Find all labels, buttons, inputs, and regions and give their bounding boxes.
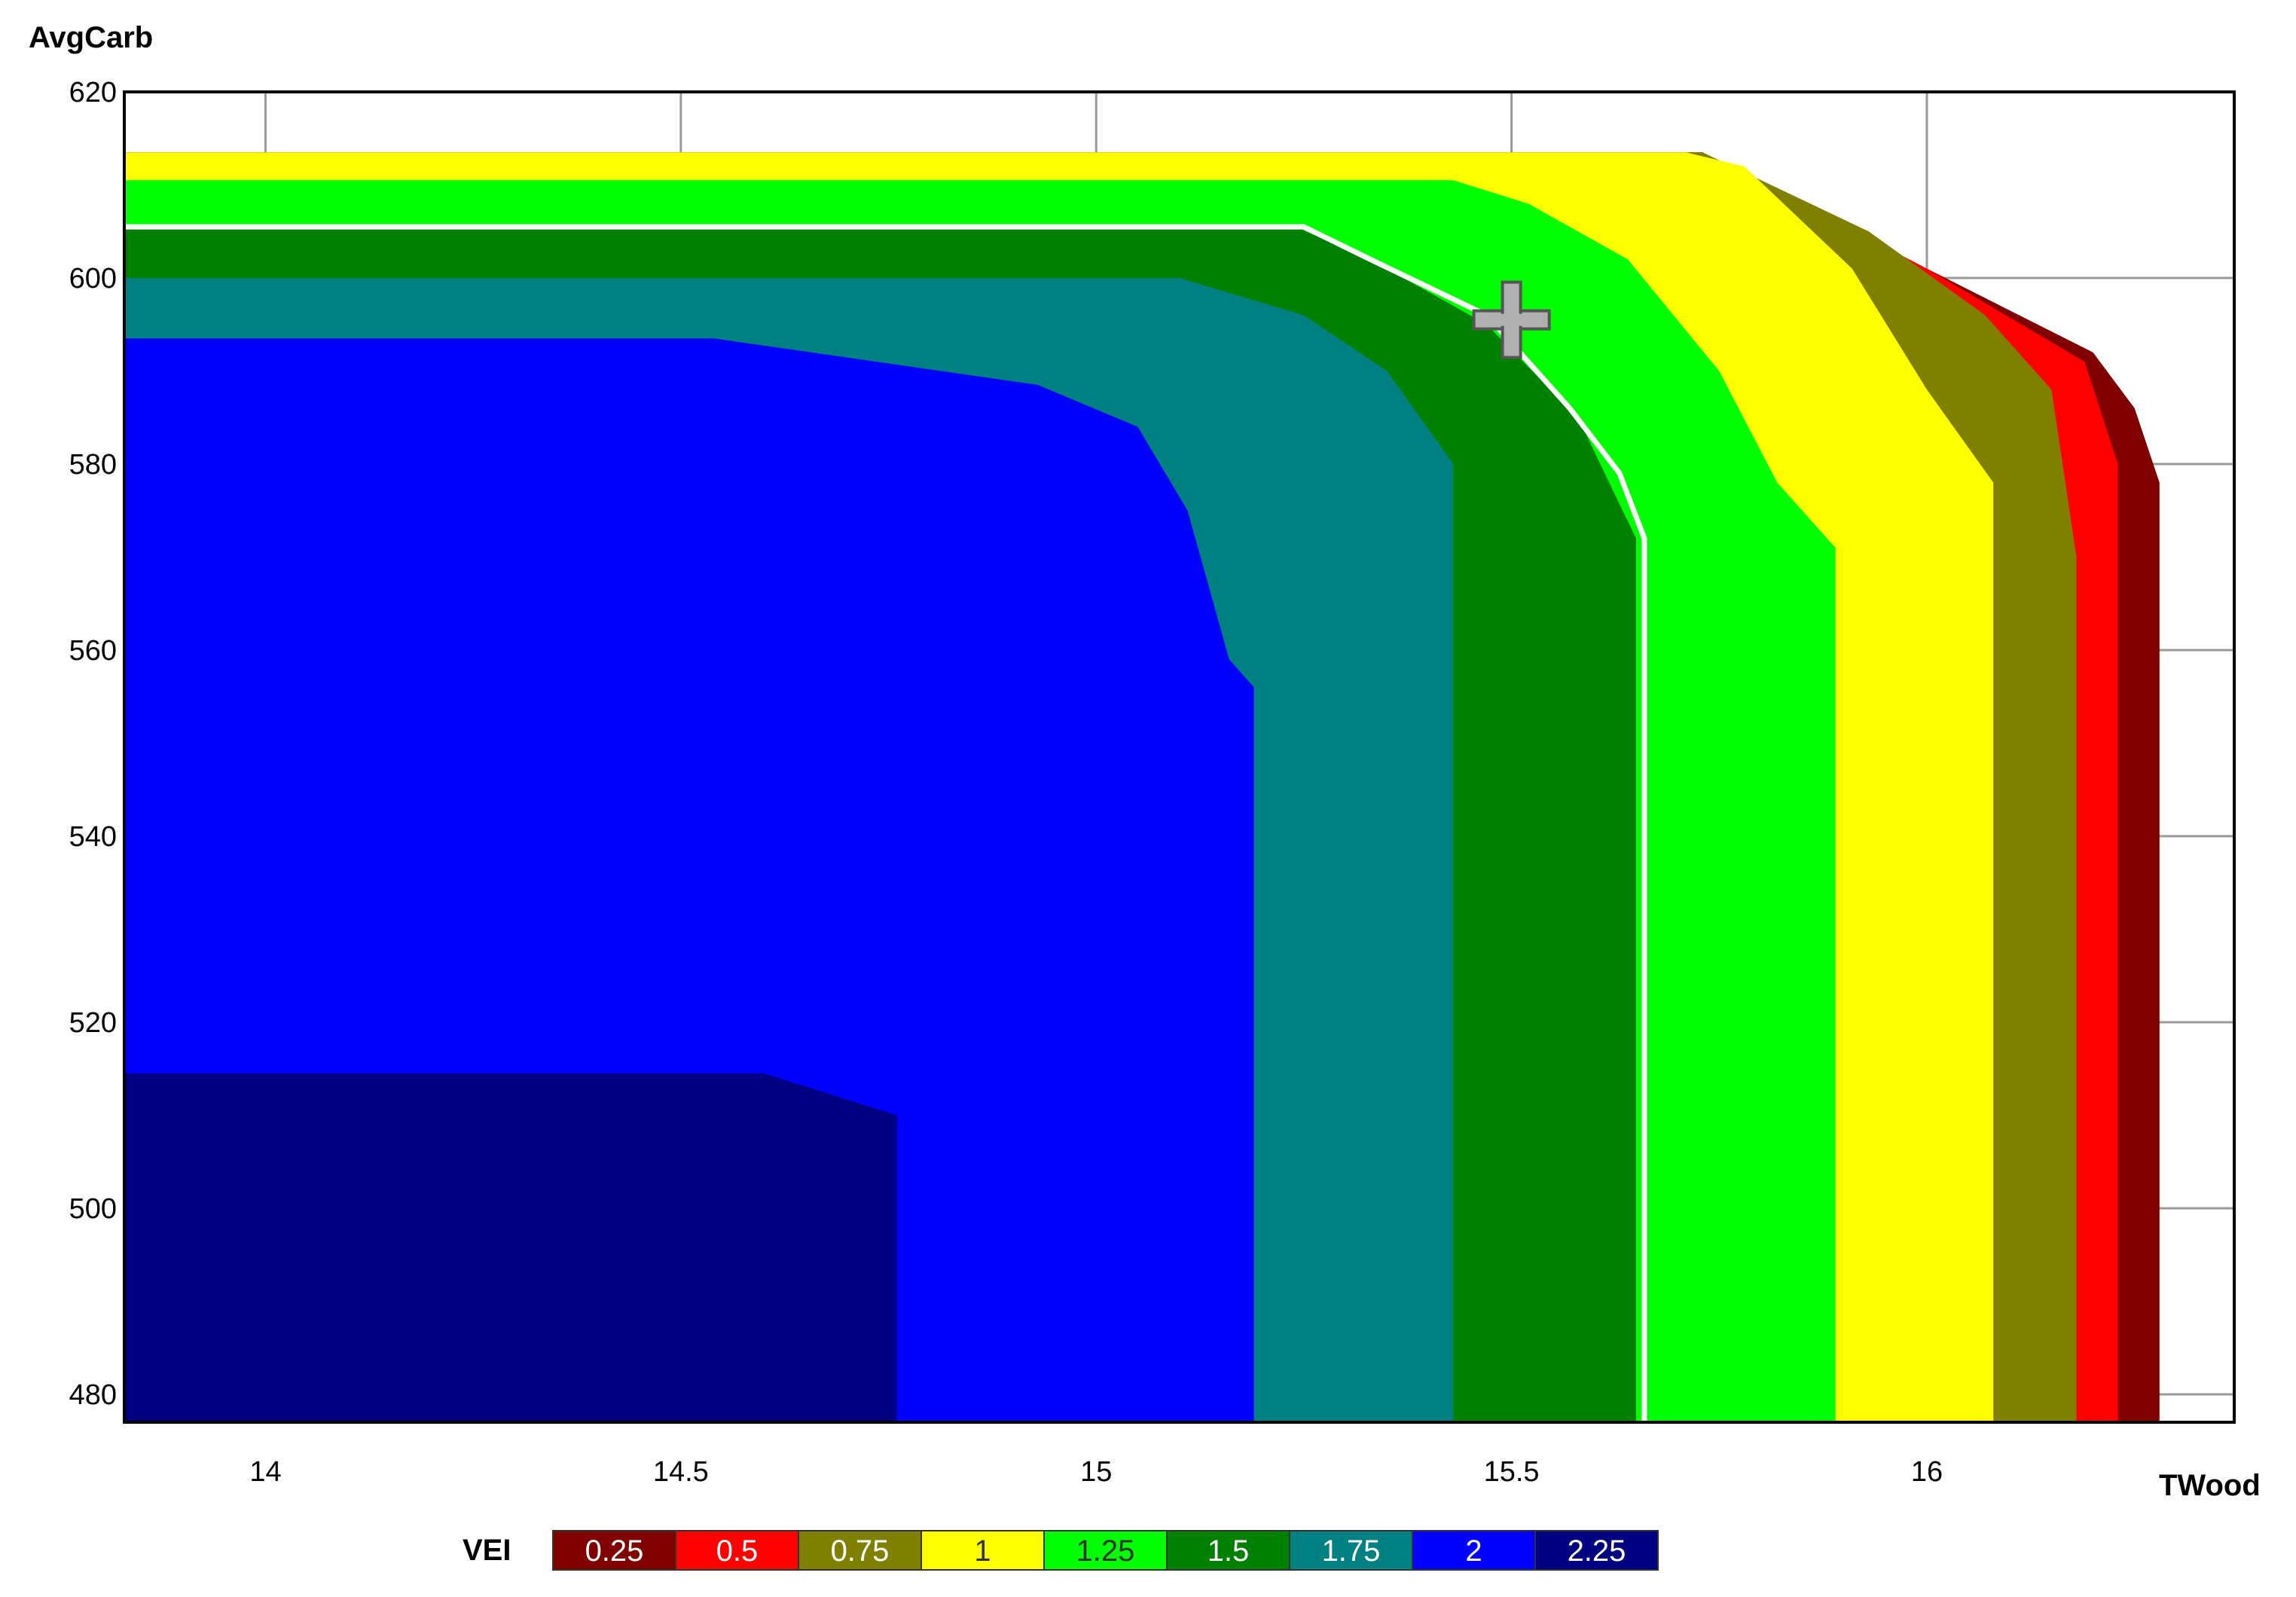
legend-label-1-25: 1.25: [1076, 1534, 1135, 1568]
y-tick-label-580: 580: [69, 449, 117, 481]
legend-label-0-5: 0.5: [716, 1534, 759, 1568]
legend-label-2-25: 2.25: [1568, 1534, 1626, 1568]
crosshair-cursor-icon: [1472, 280, 1551, 359]
y-tick-label-520: 520: [69, 1007, 117, 1039]
x-axis-title: TWood: [2159, 1469, 2261, 1502]
plot-border: [123, 90, 2236, 1424]
legend-swatch-0-75: [798, 1530, 922, 1571]
legend-label-0-75: 0.75: [831, 1534, 890, 1568]
legend-swatch-1-75: [1289, 1530, 1413, 1571]
y-tick-label-600: 600: [69, 263, 117, 295]
highlight-contour-line: [124, 224, 1647, 1422]
legend-label-1: 1: [974, 1534, 991, 1568]
y-tick-label-480: 480: [69, 1379, 117, 1411]
y-tick-label-620: 620: [69, 77, 117, 108]
x-tick-label-14.5: 14.5: [653, 1456, 709, 1488]
legend-swatch-2-25: [1534, 1530, 1659, 1571]
legend-swatch-1-5: [1166, 1530, 1290, 1571]
x-tick-label-14: 14: [249, 1456, 281, 1488]
legend-label-1-75: 1.75: [1322, 1534, 1381, 1568]
legend-swatch-0-25: [552, 1530, 676, 1571]
x-tick-label-15.5: 15.5: [1484, 1456, 1540, 1488]
y-tick-label-560: 560: [69, 635, 117, 667]
legend-swatch-2: [1412, 1530, 1536, 1571]
y-tick-label-500: 500: [69, 1193, 117, 1225]
legend-title: VEI: [463, 1534, 511, 1567]
x-tick-label-16: 16: [1911, 1456, 1943, 1488]
legend-label-1-5: 1.5: [1208, 1534, 1250, 1568]
y-axis-title: AvgCarb: [29, 21, 154, 54]
legend-swatch-0-5: [675, 1530, 799, 1571]
y-tick-label-540: 540: [69, 821, 117, 853]
legend-swatch-1: [921, 1530, 1045, 1571]
contour-region-2-25: [124, 1073, 897, 1422]
legend-label-2: 2: [1465, 1534, 1482, 1568]
x-tick-label-15: 15: [1080, 1456, 1112, 1488]
legend-label-0-25: 0.25: [585, 1534, 644, 1568]
legend-swatch-1-25: [1043, 1530, 1168, 1571]
